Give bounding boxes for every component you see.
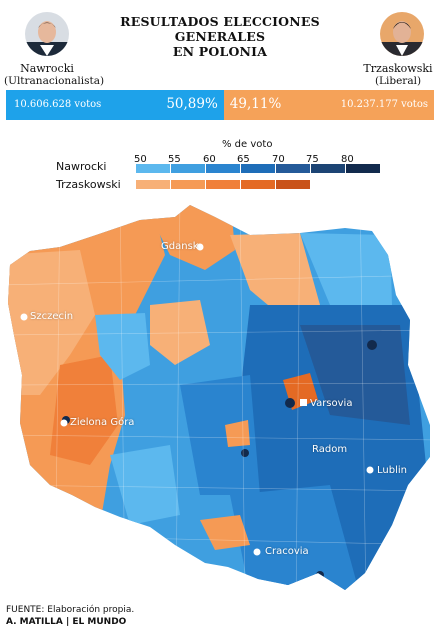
trzaskowski-affiliation: (Liberal) xyxy=(374,75,422,87)
legend-swatch xyxy=(206,164,240,173)
lublin-marker xyxy=(366,466,374,474)
legend-swatch xyxy=(241,180,275,189)
choropleth xyxy=(8,205,430,590)
legend-swatch xyxy=(136,164,170,173)
city-label-gdansk: Gdansk xyxy=(161,241,199,252)
trzaskowski-name: Trzaskowski xyxy=(363,62,433,75)
legend-tick: 65 xyxy=(237,154,250,165)
zielona-gora-marker xyxy=(60,419,68,427)
trzaskowski-bar: 49,11% 10.237.177 votos xyxy=(223,90,434,120)
legend-swatch xyxy=(206,180,240,189)
city-label-szczecin: Szczecin xyxy=(30,311,74,322)
legend-tick: 70 xyxy=(272,154,285,165)
city-label-cracovia: Cracovia xyxy=(265,546,309,557)
varsovia-marker xyxy=(300,399,307,406)
legend-swatch xyxy=(311,164,345,173)
source-note: FUENTE: Elaboración propia. xyxy=(6,605,135,615)
legend-swatch xyxy=(276,164,310,173)
legend-swatch xyxy=(276,180,310,189)
legend-tick: 55 xyxy=(168,154,181,165)
nawrocki-bar: 10.606.628 votos 50,89% xyxy=(6,90,224,120)
nawrocki-caption: Nawrocki (Ultranacionalista) xyxy=(4,62,105,88)
legend-swatch xyxy=(346,164,380,173)
nawrocki-affiliation: (Ultranacionalista) xyxy=(4,75,105,87)
legend-scale-trzaskowski xyxy=(136,180,311,189)
legend-swatch xyxy=(171,180,205,189)
legend-scale-nawrocki xyxy=(136,164,381,173)
city-label-varsovia: Varsovia xyxy=(310,398,353,409)
trzaskowski-avatar xyxy=(380,12,424,56)
legend-tick: 75 xyxy=(306,154,319,165)
poland-map xyxy=(8,205,430,590)
city-label-radom: Radom xyxy=(312,444,348,455)
nawrocki-percent: 50,89% xyxy=(166,96,218,112)
chart-title: RESULTADOS ELECCIONES GENERALES EN POLON… xyxy=(80,14,360,59)
legend-swatch xyxy=(171,164,205,173)
legend-tick: 50 xyxy=(134,154,147,165)
cracovia-marker xyxy=(253,548,261,556)
legend-tick: 80 xyxy=(341,154,354,165)
result-bar: 10.606.628 votos 50,89% 49,11% 10.237.17… xyxy=(6,90,434,120)
legend-tick: 60 xyxy=(203,154,216,165)
nawrocki-avatar xyxy=(25,12,69,56)
legend-swatch xyxy=(136,180,170,189)
trzaskowski-percent: 49,11% xyxy=(229,96,282,112)
trzaskowski-caption: Trzaskowski (Liberal) xyxy=(356,62,440,88)
credit-note: A. MATILLA | EL MUNDO xyxy=(6,617,127,627)
title-line-2: EN POLONIA xyxy=(172,44,268,59)
legend-label-trzaskowski: Trzaskowski xyxy=(56,178,121,191)
trzaskowski-votes: 10.237.177 votos xyxy=(340,99,428,110)
legend-label-nawrocki: Nawrocki xyxy=(56,160,107,173)
nawrocki-name: Nawrocki xyxy=(20,62,74,75)
gdansk-marker xyxy=(196,243,204,251)
nawrocki-votes: 10.606.628 votos xyxy=(14,99,102,110)
legend-title: % de voto xyxy=(222,139,273,150)
title-line-1: RESULTADOS ELECCIONES GENERALES xyxy=(120,14,320,44)
szczecin-marker xyxy=(20,313,28,321)
legend-swatch xyxy=(241,164,275,173)
city-label-zielona-gora: Zielona Góra xyxy=(70,417,135,428)
city-label-lublin: Lublin xyxy=(377,465,407,476)
